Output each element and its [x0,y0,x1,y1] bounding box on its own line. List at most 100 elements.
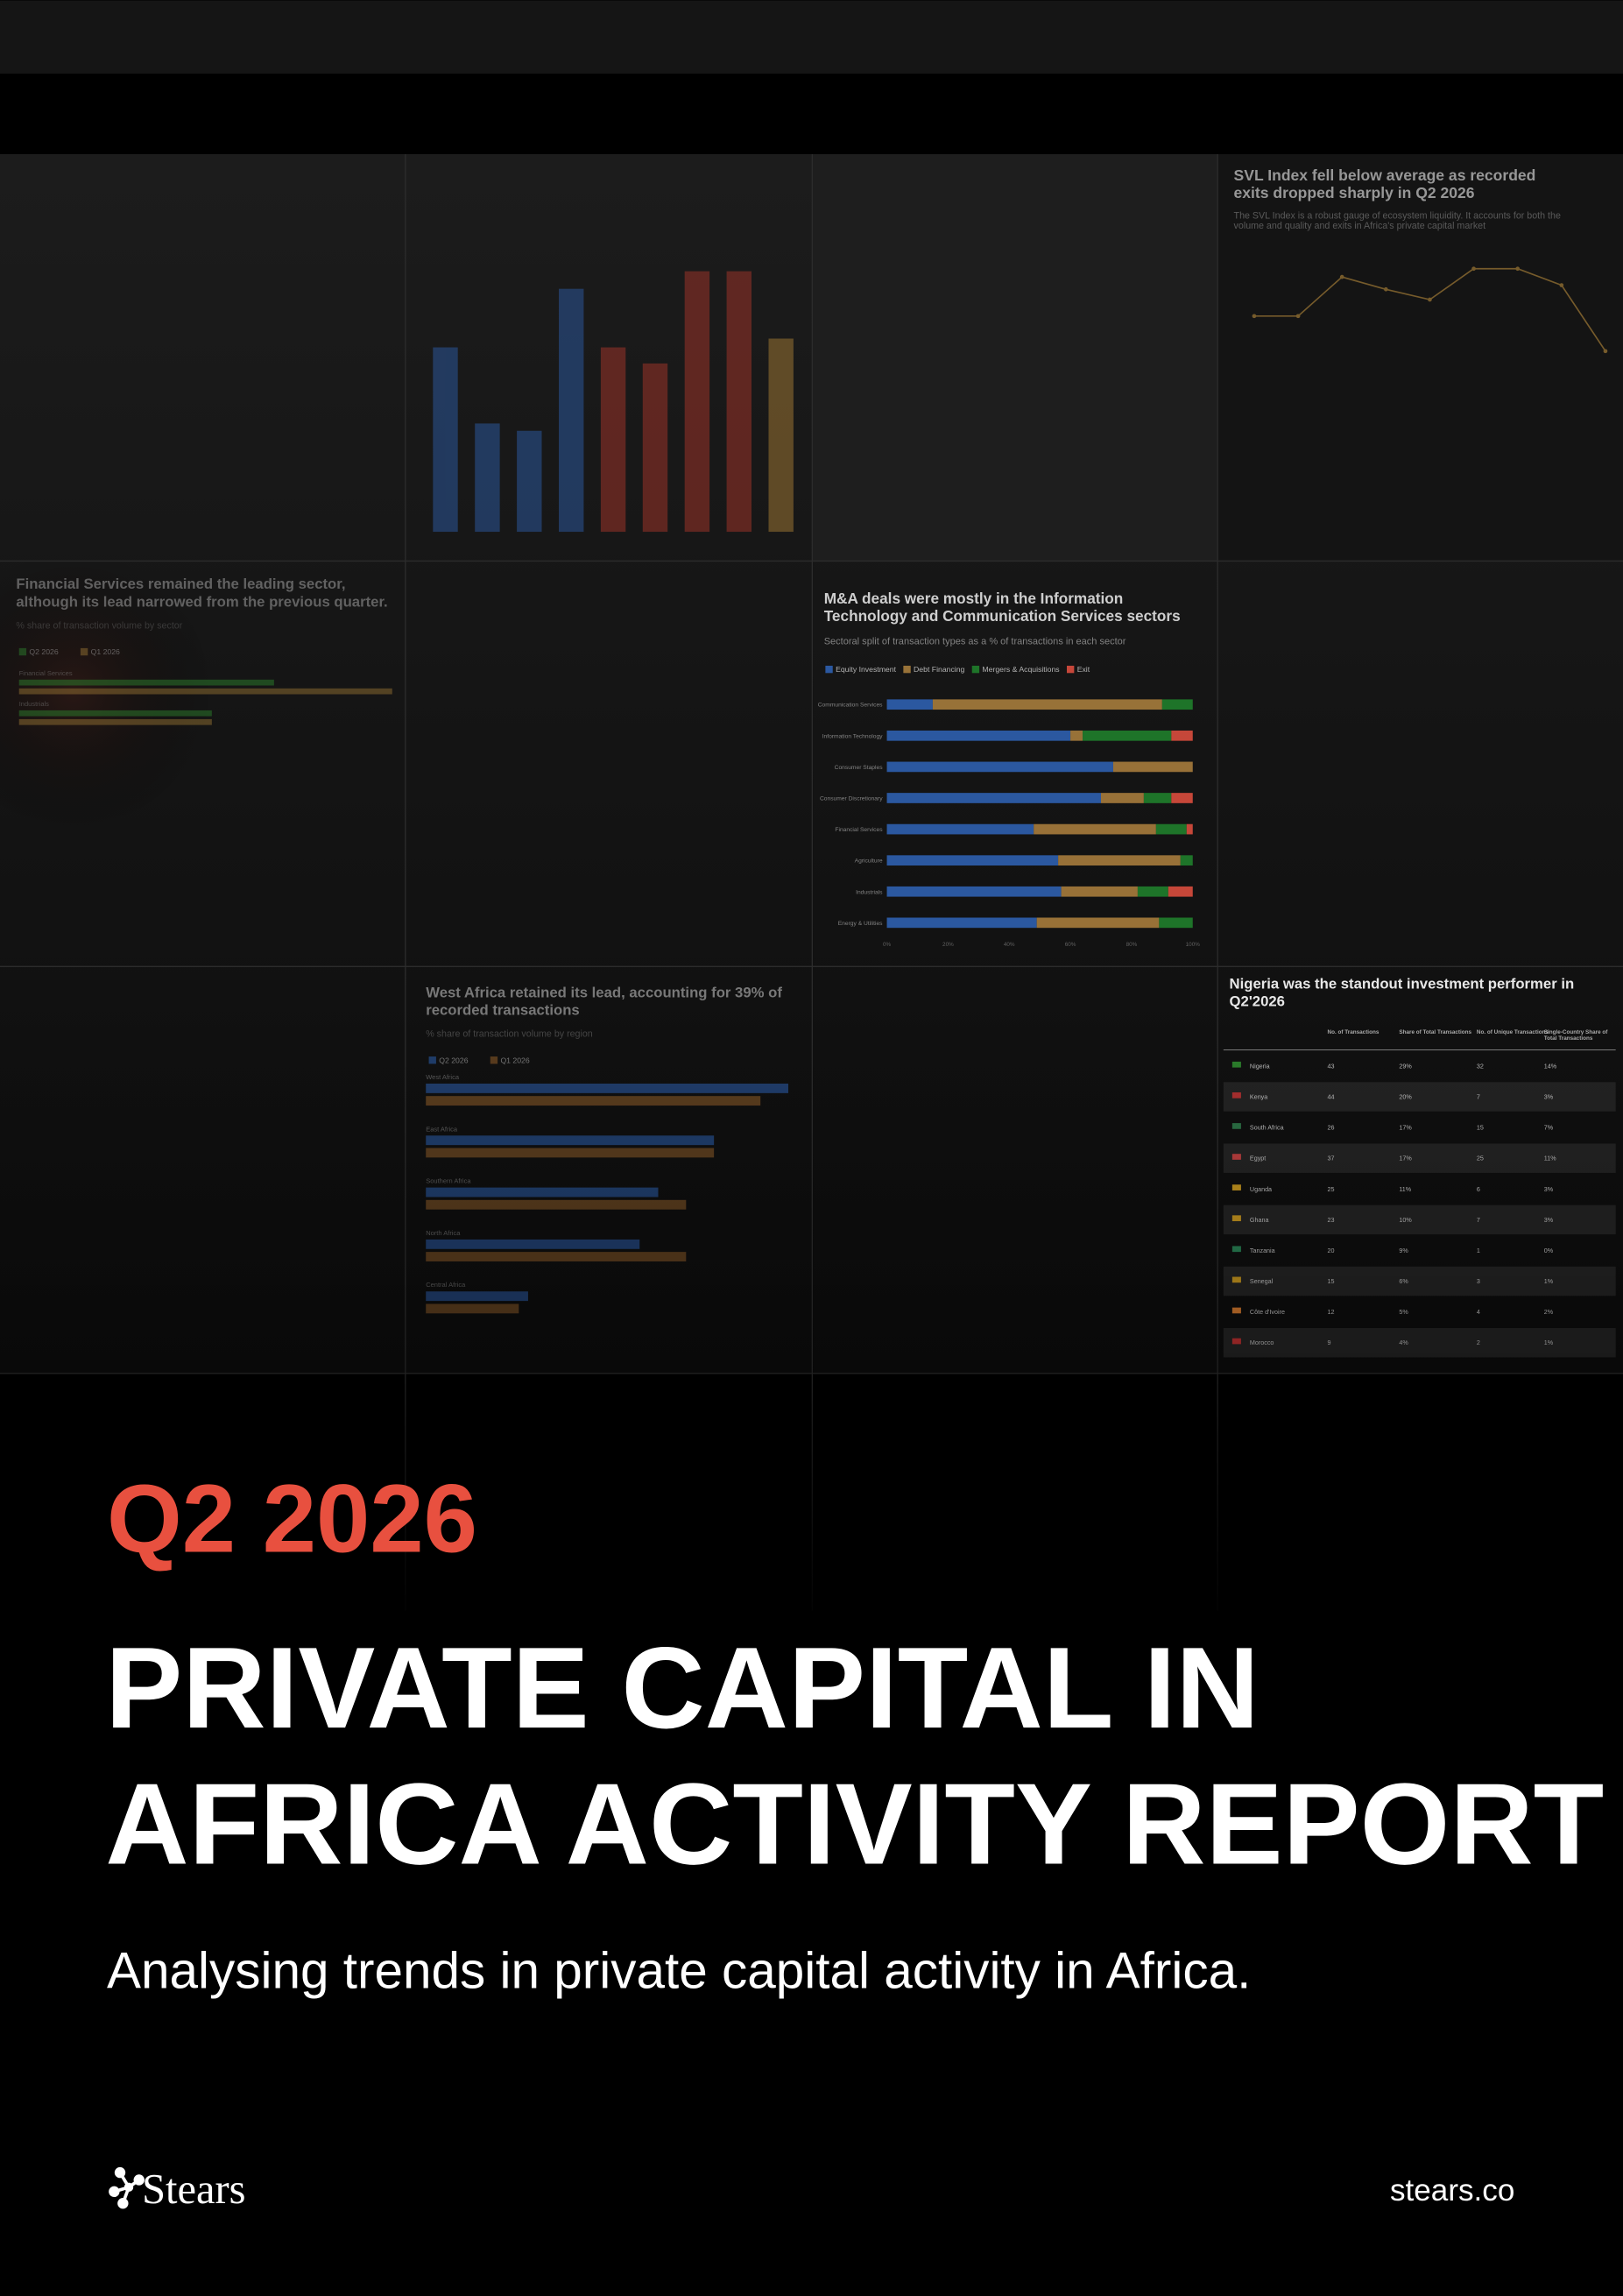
bar [517,430,542,533]
bar-segment [1159,917,1193,929]
bar-segment [886,823,1034,835]
bar [600,347,626,533]
chart-subtitle-box: % share of transaction volume by sector [16,621,182,632]
chart-subtitle: Sectoral split of transaction types as a… [823,637,1126,648]
title-line: PRIVATE CAPITAL IN [105,1623,1259,1752]
bar-segment [886,730,1071,741]
x-tick-label: 100% [1186,942,1201,948]
category-label: Communication Services [818,703,883,709]
legend-swatch [18,647,27,656]
collage-cell [1217,153,1623,562]
x-tick-label: 80% [1126,942,1138,948]
chart-title-box: M&A deals were mostly in the Information… [823,591,1181,625]
x-tick-label: 40% [1004,942,1015,948]
table-title: Nigeria was the standout investment perf… [1229,977,1575,1010]
category-label: Industrials [19,700,49,708]
bar [684,271,710,533]
bar [642,363,668,533]
point [1295,314,1301,319]
legend-label: Mergers & Acquisitions [982,665,1060,674]
legend-label: Q1 2026 [91,647,120,656]
chart-subtitle-box: The SVL Index is a robust gauge of ecosy… [1234,211,1561,232]
category-label: Financial Services [835,827,883,833]
x-tick-label: 0% [883,942,892,948]
legend-swatch [80,647,88,656]
category-label: Industrials [856,889,883,895]
bar-segment [1137,886,1168,897]
chart-title: SVL Index fell below average as recorded… [1233,167,1536,203]
chart-title: M&A deals were mostly in the Information… [823,591,1181,625]
bar [18,688,392,695]
bar-segment [1083,730,1172,741]
bar [18,718,212,725]
bar [433,347,458,533]
legend-label: Debt Financing [914,665,965,674]
bar-segment [1155,823,1187,835]
bar-segment [1180,855,1193,866]
bar-segment [1058,855,1181,866]
bar [18,710,212,717]
fade-overlay [0,1025,1623,1640]
chart [433,271,794,533]
legend-label: Q2 2026 [29,647,58,656]
bar-segment [1100,793,1144,803]
bar-segment [1161,699,1193,710]
bar-segment [1168,886,1193,897]
category-label: Financial Services [19,669,73,677]
category-label: Energy & Utilities [838,921,883,927]
top-band [0,0,1623,74]
x-tick-label: 60% [1065,942,1076,948]
table-title-box: Nigeria was the standout investment perf… [1229,977,1575,1010]
point [1471,266,1476,272]
category-label: Consumer Discretionary [820,796,883,802]
point [1252,314,1257,319]
bar-segment [1143,793,1172,803]
legend-swatch [971,665,980,674]
bar-segment [1186,823,1193,835]
category-label: Consumer Staples [835,765,884,771]
point [1559,283,1564,287]
bar-segment [932,699,1162,710]
bar-segment [886,699,933,710]
chart: M&A deals were mostly in the Information… [818,592,1200,948]
chart-title-box: SVL Index fell below average as recorded… [1233,167,1536,203]
x-tick-label: 20% [942,942,954,948]
title-line: AFRICA ACTIVITY REPORT [105,1760,1604,1889]
chart-title-box: West Africa retained its lead, accountin… [426,986,782,1019]
chart-subtitle-box: Sectoral split of transaction types as a… [823,637,1126,648]
chart: SVL Index fell below average as recorded… [1233,167,1608,354]
chart-title: West Africa retained its lead, accountin… [426,986,782,1019]
brand: Stears [142,2166,245,2213]
legend-swatch [825,665,833,674]
bar-segment [1036,917,1160,929]
url[interactable]: stears.co [1390,2173,1514,2208]
edition: Q2 2026 [107,1466,477,1573]
bar [18,679,274,686]
chart-title-box: Financial Services remained the leading … [16,576,388,611]
legend-swatch [903,665,911,674]
chart: Financial Services remained the leading … [16,576,392,725]
category-label: Agriculture [855,858,883,865]
bar-segment [1171,793,1193,803]
point [1603,349,1608,354]
chart-title: Financial Services remained the leading … [16,576,388,611]
bar-segment [1070,730,1083,741]
bar-segment [886,917,1037,929]
legend-label: Exit [1077,665,1090,674]
bar-segment [886,886,1062,897]
bar-segment [1034,823,1156,835]
bar-segment [1112,761,1193,773]
legend-swatch [1066,665,1075,674]
bar-segment [1061,886,1138,897]
point [1383,286,1388,292]
bar-segment [886,793,1101,803]
bar [768,338,794,533]
bar [475,423,500,533]
point [1428,297,1432,302]
collage-glow [0,561,406,967]
bar [726,271,752,533]
legend-label: Equity Investment [836,665,897,674]
